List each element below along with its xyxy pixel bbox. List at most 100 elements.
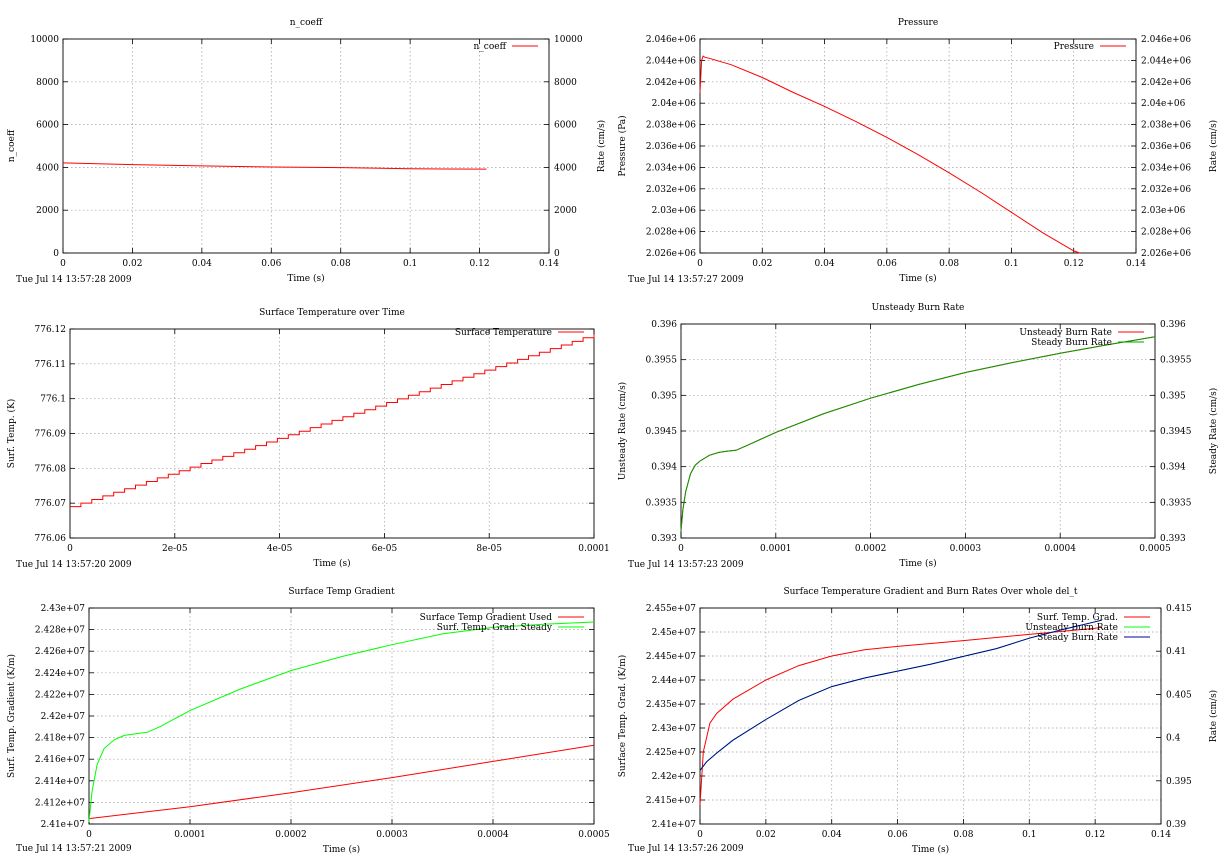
- y2-tick-label: 2.03e+06: [1141, 206, 1186, 216]
- x-tick-label: 0.08: [331, 259, 351, 269]
- x-tick-label: 0.0001: [174, 830, 206, 840]
- y-tick-label: 0.3945: [646, 427, 678, 437]
- y-tick-label: 0.3955: [646, 356, 678, 366]
- y-axis-label: Pressure (Pa): [617, 115, 628, 176]
- x-tick-label: 0: [678, 544, 684, 554]
- y-tick-label: 776.08: [35, 464, 67, 474]
- series-line-1: [88, 744, 595, 820]
- chart-panel-5: 0 0.0001 0.0002 0.0003 0.0004 0.0005 2.41e+07 2…: [6, 587, 610, 855]
- y-tick-label: 0: [53, 249, 59, 259]
- y-tick-label: 0.396: [651, 320, 677, 330]
- x-tick-label: 0.08: [939, 259, 959, 269]
- y2-tick-label: 4000: [554, 163, 577, 173]
- chart-timestamp: Tue Jul 14 13:57:26 2009: [628, 844, 744, 854]
- x-tick-label: 0.0004: [1044, 544, 1076, 554]
- y-tick-label: 2.036e+06: [646, 142, 696, 152]
- y2-tick-label: 0.395: [1166, 777, 1192, 787]
- chart-panel-2: 0 0.02 0.04 0.06 0.08 0.1 0.12 0.142.026e+062.0…: [617, 18, 1219, 284]
- y-tick-label: 2.445e+07: [646, 652, 696, 662]
- x-tick-label: 0: [86, 830, 92, 840]
- y-tick-label: 2.026e+06: [646, 249, 696, 259]
- chart-title: Surface Temp Gradient: [288, 587, 395, 597]
- chart-panel-6: 0 0.02 0.04 0.06 0.08 0.1 0.12 0.14 2.41e+07 2.41…: [617, 587, 1219, 855]
- chart-title: Pressure: [898, 18, 938, 28]
- x-tick-label: 0.12: [470, 259, 490, 269]
- y-axis-label: n_coeff: [7, 129, 17, 162]
- y-axis-label: Surf. Temp. Gradient (K/m): [6, 654, 17, 778]
- chart-title: n_coeff: [290, 18, 323, 28]
- y-tick-label: 2.046e+06: [646, 35, 696, 45]
- x-tick-label: 0.1: [1022, 830, 1036, 840]
- x-tick-label: 0.02: [756, 830, 776, 840]
- x-tick-label: 0.0005: [578, 830, 610, 840]
- y2-axis-label: Rate (cm/s): [596, 120, 607, 172]
- y-axis-label: Surf. Temp. (K): [6, 399, 17, 468]
- legend-label: Pressure: [1054, 42, 1094, 52]
- chart-timestamp: Tue Jul 14 13:57:28 2009: [16, 275, 132, 285]
- legend-label: Unsteady Burn Rate: [1025, 623, 1118, 633]
- y2-tick-label: 2.046e+06: [1141, 35, 1191, 45]
- y2-tick-label: 8000: [554, 78, 577, 88]
- y-tick-label: 2.038e+06: [646, 121, 696, 131]
- x-tick-label: 6e-05: [372, 544, 398, 554]
- y-tick-label: 2.04e+06: [652, 99, 697, 109]
- y-tick-label: 2.03e+06: [652, 206, 697, 216]
- chart-timestamp: Tue Jul 14 13:57:27 2009: [628, 275, 744, 285]
- y-tick-label: 4000: [36, 163, 59, 173]
- x-tick-label: 0.12: [1064, 259, 1084, 269]
- y-tick-label: 2.455e+07: [646, 604, 696, 614]
- y-tick-label: 2.41e+07: [652, 820, 697, 830]
- y-tick-label: 776.09: [35, 430, 67, 440]
- y-tick-label: 2.41e+07: [41, 820, 86, 830]
- chart-panel-1: 0 0.02 0.04 0.06 0.08 0.1 0.12 0.14020004000600…: [7, 18, 607, 284]
- y-tick-label: 2.418e+07: [35, 734, 85, 744]
- x-tick-label: 0.0002: [275, 830, 307, 840]
- x-tick-label: 0.0001: [760, 544, 792, 554]
- x-tick-label: 0.06: [877, 259, 897, 269]
- y-tick-label: 2.034e+06: [646, 163, 696, 173]
- y2-axis-label: Rate (cm/s): [1208, 690, 1219, 742]
- chart-title: Surface Temperature over Time: [259, 308, 405, 318]
- y-tick-label: 2.412e+07: [35, 798, 85, 808]
- legend-label: n_coeff: [474, 42, 507, 52]
- chart-title: Unsteady Burn Rate: [872, 303, 965, 313]
- y2-tick-label: 0.395: [1160, 391, 1186, 401]
- y-tick-label: 776.07: [35, 499, 67, 509]
- x-tick-label: 0.14: [1126, 259, 1146, 269]
- y-tick-label: 2.424e+07: [35, 669, 85, 679]
- y-tick-label: 0.395: [651, 391, 677, 401]
- x-tick-label: 0: [697, 259, 703, 269]
- series-line-1: [699, 626, 1102, 805]
- y2-tick-label: 2.026e+06: [1141, 249, 1191, 259]
- y-tick-label: 2.428e+07: [35, 626, 85, 636]
- y-tick-label: 2.42e+07: [41, 712, 86, 722]
- y-tick-label: 2.422e+07: [35, 690, 85, 700]
- x-tick-label: 0.02: [122, 259, 142, 269]
- x-tick-label: 0.0003: [950, 544, 982, 554]
- series-line-2: [88, 621, 595, 822]
- y2-tick-label: 0.4: [1166, 734, 1181, 744]
- x-tick-label: 0.14: [1151, 830, 1171, 840]
- chart-panel-3: 0 2e-05 4e-05 6e-05 8e-05 0.0001 776.06 776.07 7…: [6, 308, 610, 569]
- y2-tick-label: 0.39: [1166, 820, 1186, 830]
- series-line-1: [699, 55, 1081, 254]
- legend-label: Unsteady Burn Rate: [1019, 328, 1112, 338]
- y-tick-label: 776.11: [35, 360, 67, 370]
- x-tick-label: 0.12: [1085, 830, 1105, 840]
- legend-label: Steady Burn Rate: [1037, 633, 1118, 643]
- y-tick-label: 776.06: [35, 534, 67, 544]
- y2-tick-label: 2.034e+06: [1141, 163, 1191, 173]
- x-tick-label: 0.1: [1004, 259, 1018, 269]
- plot-frame: [88, 607, 595, 825]
- x-tick-label: 0.0003: [376, 830, 408, 840]
- x-axis-label: Time (s): [899, 273, 936, 284]
- series-line-3: [699, 619, 1102, 771]
- y-tick-label: 2.414e+07: [35, 777, 85, 787]
- x-tick-label: 0.0005: [1139, 544, 1171, 554]
- y-tick-label: 776.12: [35, 325, 67, 335]
- x-tick-label: 0.08: [953, 830, 973, 840]
- x-tick-label: 2e-05: [162, 544, 188, 554]
- chart-timestamp: Tue Jul 14 13:57:20 2009: [16, 560, 132, 570]
- x-axis-label: Time (s): [899, 558, 936, 569]
- y-tick-label: 2.425e+07: [646, 748, 696, 758]
